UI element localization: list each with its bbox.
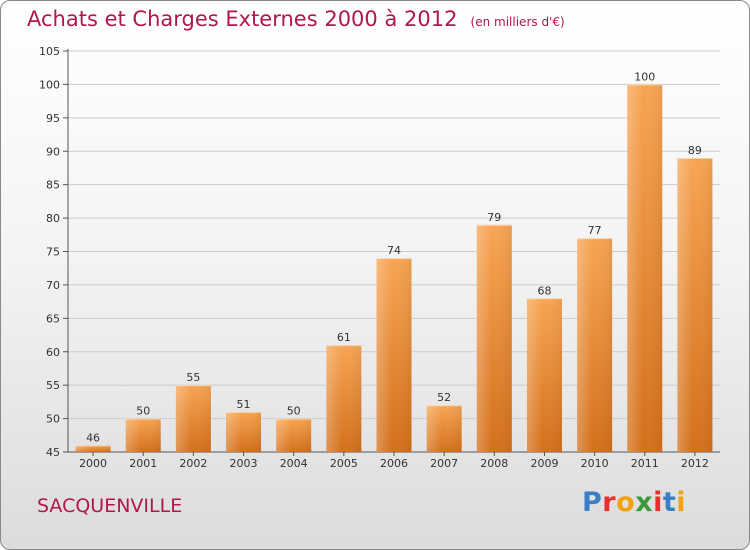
- tick-labels: 45 50 55 60 65 70 75 80 85 90 95 100 105 2000 2001 2002…: [39, 45, 709, 470]
- x-tick-label: 2000: [79, 457, 107, 470]
- bar-highlight: [175, 385, 211, 452]
- x-tick-label: 2010: [581, 457, 609, 470]
- y-tick-label: 90: [46, 145, 60, 158]
- data-label: 55: [186, 371, 200, 384]
- bar-highlight: [577, 238, 613, 452]
- chart-title-block: Achats et Charges Externes 2000 à 2012 (…: [27, 7, 565, 31]
- x-tick-label: 2008: [480, 457, 508, 470]
- y-tick-label: 85: [46, 179, 60, 192]
- chart-unit: (en milliers d'€): [470, 15, 565, 29]
- bars: [75, 84, 713, 453]
- data-label: 52: [437, 391, 451, 404]
- logo-letter: i: [676, 487, 687, 518]
- bar-highlight: [75, 445, 111, 452]
- x-tick-label: 2011: [631, 457, 659, 470]
- x-tick-label: 2004: [280, 457, 308, 470]
- y-tick-label: 55: [46, 379, 60, 392]
- bar-highlight: [476, 224, 512, 452]
- logo-letter: i: [653, 487, 663, 518]
- y-tick-label: 65: [46, 312, 60, 325]
- x-tick-label: 2001: [129, 457, 157, 470]
- data-label: 50: [287, 405, 301, 418]
- data-label: 100: [634, 70, 655, 83]
- bar-highlight: [426, 405, 462, 452]
- bar-highlight: [627, 84, 663, 453]
- data-label: 74: [387, 244, 401, 257]
- y-tick-label: 50: [46, 413, 60, 426]
- data-label: 89: [688, 144, 702, 157]
- bar-highlight: [376, 258, 412, 452]
- bar-highlight: [276, 418, 312, 452]
- x-tick-label: 2007: [430, 457, 458, 470]
- bar-highlight: [677, 157, 713, 452]
- data-label: 51: [237, 398, 251, 411]
- y-tick-label: 60: [46, 346, 60, 359]
- y-tick-label: 95: [46, 112, 60, 125]
- data-label: 68: [537, 284, 551, 297]
- y-tick-label: 45: [46, 446, 60, 459]
- x-tick-label: 2012: [681, 457, 709, 470]
- logo-letter: r: [602, 487, 617, 518]
- x-tick-label: 2006: [380, 457, 408, 470]
- x-tick-label: 2005: [330, 457, 358, 470]
- chart-title: Achats et Charges Externes 2000 à 2012: [27, 7, 458, 31]
- bar-highlight: [125, 418, 161, 452]
- y-tick-label: 105: [39, 45, 60, 58]
- bar-highlight: [526, 298, 562, 452]
- logo-letter: P: [582, 487, 603, 518]
- data-label: 77: [588, 224, 602, 237]
- bar-highlight: [226, 411, 262, 452]
- data-label: 61: [337, 331, 351, 344]
- x-tick-label: 2002: [179, 457, 207, 470]
- y-tick-label: 80: [46, 212, 60, 225]
- x-tick-label: 2003: [230, 457, 258, 470]
- commune-name: SACQUENVILLE: [37, 495, 183, 517]
- x-tick-label: 2009: [530, 457, 558, 470]
- y-tick-label: 100: [39, 78, 60, 91]
- y-tick-label: 70: [46, 279, 60, 292]
- logo-letter: o: [616, 487, 636, 518]
- data-label: 50: [136, 405, 150, 418]
- data-label: 79: [487, 211, 501, 224]
- logo-letter: x: [635, 487, 654, 518]
- proxiti-logo: Proxiti: [582, 487, 686, 518]
- data-labels: 46 50 55 51 50 61 74 52 79 68 77 100 89: [86, 70, 702, 444]
- bar-highlight: [326, 345, 362, 452]
- logo-letter: t: [662, 487, 677, 518]
- y-tick-label: 75: [46, 246, 60, 259]
- data-label: 46: [86, 431, 100, 444]
